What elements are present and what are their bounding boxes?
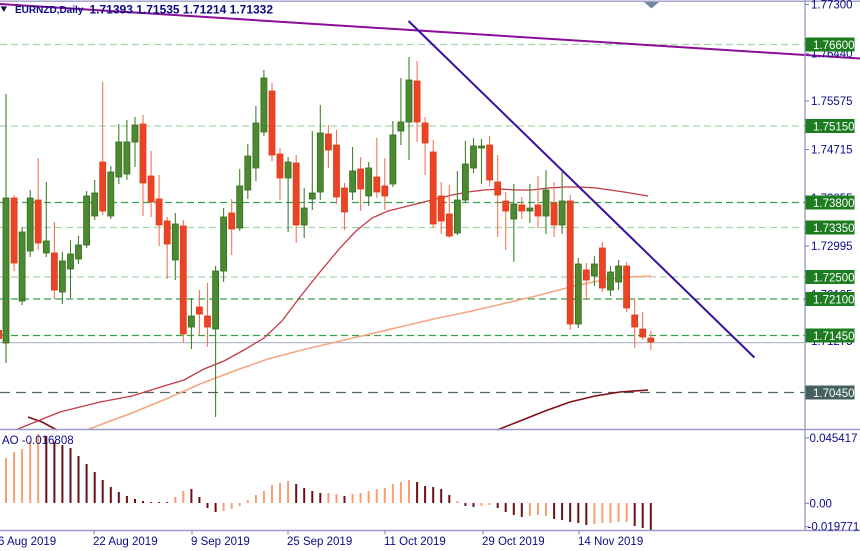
svg-text:1.76440: 1.76440 [811,49,853,61]
svg-text:22 Aug 2019: 22 Aug 2019 [93,536,158,548]
svg-text:-0.019771: -0.019771 [808,522,860,534]
svg-text:29 Oct 2019: 29 Oct 2019 [482,536,545,548]
svg-text:EURNZD,Daily: EURNZD,Daily [15,5,84,16]
svg-text:1.70450: 1.70450 [813,388,855,400]
svg-text:1.76600: 1.76600 [813,40,855,52]
svg-text:1.72500: 1.72500 [813,273,855,285]
svg-text:1.73350: 1.73350 [813,223,855,235]
svg-text:1.73800: 1.73800 [813,198,855,210]
svg-text:1.77300: 1.77300 [811,0,853,12]
svg-text:0.045417: 0.045417 [810,433,858,445]
svg-text:0.00: 0.00 [810,498,832,510]
svg-text:11 Oct 2019: 11 Oct 2019 [384,536,446,548]
svg-text:1.75575: 1.75575 [811,96,853,108]
svg-text:9 Sep 2019: 9 Sep 2019 [191,536,250,548]
svg-text:1.71393 1.71535 1.71214 1.7133: 1.71393 1.71535 1.71214 1.71332 [90,3,274,17]
svg-text:1.72100: 1.72100 [813,295,855,307]
svg-text:1.72995: 1.72995 [811,241,853,253]
svg-text:1.71450: 1.71450 [813,331,855,343]
svg-text:1.74715: 1.74715 [811,145,853,157]
svg-text:AO -0.016808: AO -0.016808 [2,435,74,447]
svg-text:25 Sep 2019: 25 Sep 2019 [287,536,352,548]
svg-text:6 Aug 2019: 6 Aug 2019 [0,536,56,548]
svg-text:1.75150: 1.75150 [813,122,855,134]
svg-text:14 Nov 2019: 14 Nov 2019 [578,536,643,548]
